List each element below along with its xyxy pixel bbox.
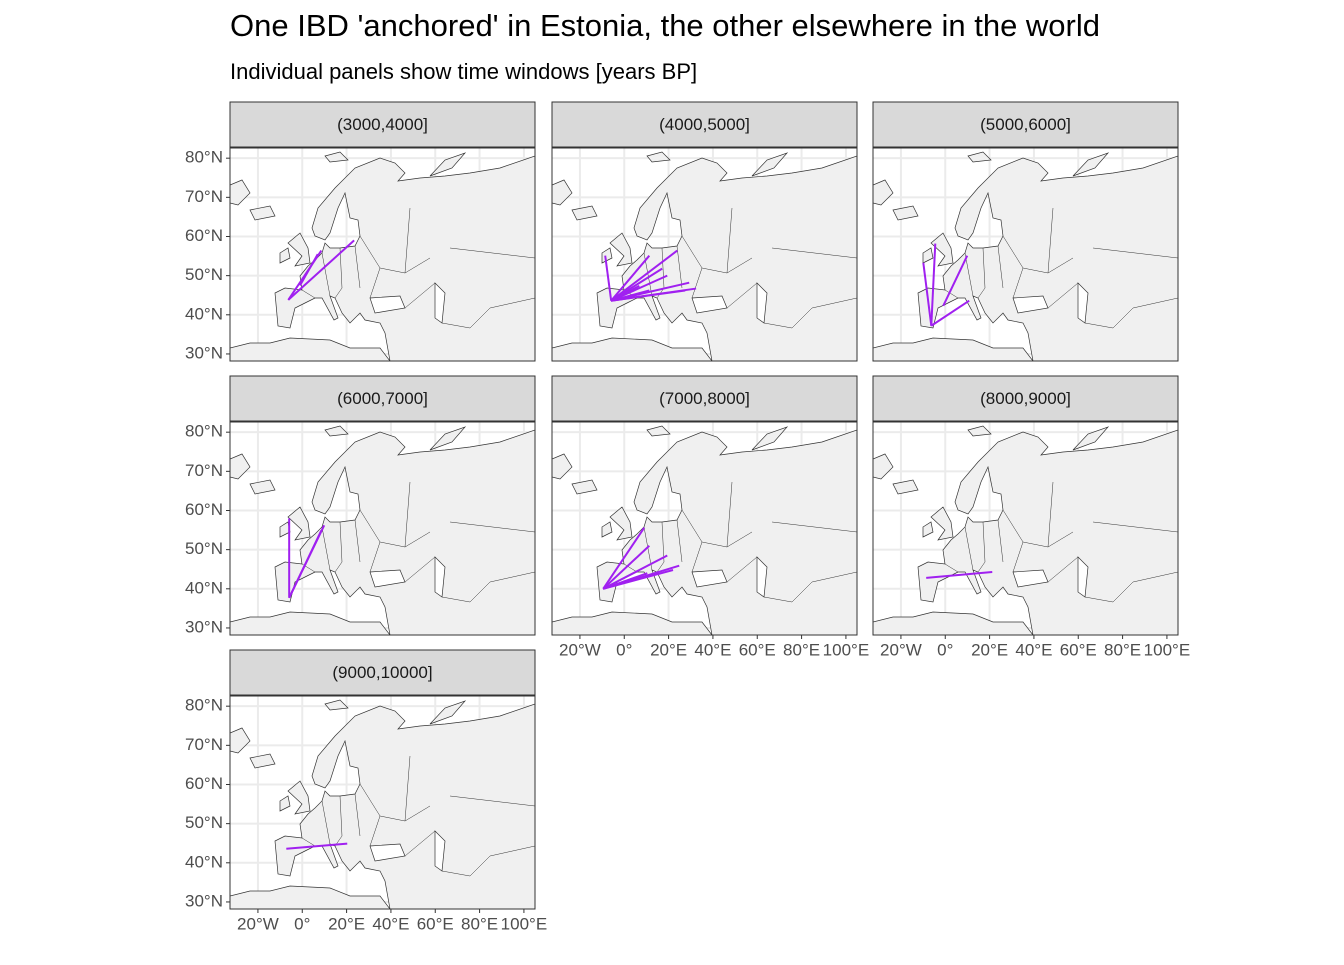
- chart-title: One IBD 'anchored' in Estonia, the other…: [230, 8, 1100, 43]
- ibd-segment: [930, 299, 970, 327]
- panel-border: [551, 421, 858, 636]
- strip-background: [551, 101, 858, 148]
- y-tick-label: 60°N: [185, 226, 223, 245]
- x-tick-label: 100°E: [823, 640, 870, 659]
- y-tick-label: 40°N: [185, 852, 223, 871]
- ibd-segment: [286, 842, 348, 850]
- strip-label: (9000,10000]: [332, 663, 432, 682]
- ibd-segment: [288, 530, 323, 599]
- y-tick-label: 70°N: [185, 187, 223, 206]
- y-tick-label: 50°N: [185, 813, 223, 832]
- y-tick-label: 40°N: [185, 578, 223, 597]
- ibd-segment: [926, 570, 993, 579]
- ibd-segment: [610, 249, 678, 302]
- y-tick-label: 50°N: [185, 265, 223, 284]
- strip-label: (8000,9000]: [980, 389, 1071, 408]
- panel-area: [230, 148, 535, 361]
- x-tick-label: 40°E: [372, 914, 409, 933]
- y-tick-label: 80°N: [185, 696, 223, 715]
- panel-border: [229, 421, 536, 636]
- strip-label: (7000,8000]: [659, 389, 750, 408]
- ibd-segment: [922, 262, 933, 326]
- facet-panel: (7000,8000] 20°W 0° 20°E 40°E 60°E 80°E 100°E: [551, 375, 870, 659]
- x-tick-label: 20°W: [559, 640, 601, 659]
- y-tick-label: 70°N: [185, 461, 223, 480]
- ibd-segment: [610, 284, 640, 302]
- x-tick-label: 20°E: [650, 640, 687, 659]
- x-tick-label: 0°: [937, 640, 953, 659]
- x-tick-label: 80°E: [1104, 640, 1141, 659]
- panel-area: [230, 696, 535, 909]
- x-tick-label: 20°E: [328, 914, 365, 933]
- panel-area: [230, 422, 535, 635]
- strip-label: (6000,7000]: [337, 389, 428, 408]
- y-tick-label: 30°N: [185, 343, 223, 362]
- y-tick-label: 30°N: [185, 617, 223, 636]
- x-tick-label: 100°E: [1144, 640, 1191, 659]
- panel-border: [872, 147, 1179, 362]
- y-tick-label: 30°N: [185, 891, 223, 910]
- y-tick-label: 70°N: [185, 735, 223, 754]
- strip-background: [872, 101, 1179, 148]
- x-tick-label: 20°E: [971, 640, 1008, 659]
- x-tick-label: 60°E: [417, 914, 454, 933]
- y-tick-label: 60°N: [185, 774, 223, 793]
- y-tick-label: 60°N: [185, 500, 223, 519]
- ibd-segment: [287, 239, 355, 301]
- chart-subtitle: Individual panels show time windows [yea…: [230, 59, 697, 84]
- strip-label: (4000,5000]: [659, 115, 750, 134]
- x-tick-label: 40°E: [1015, 640, 1052, 659]
- x-tick-label: 80°E: [783, 640, 820, 659]
- y-tick-label: 50°N: [185, 539, 223, 558]
- y-tick-label: 40°N: [185, 304, 223, 323]
- strip-background: [229, 649, 536, 696]
- panel-border: [229, 695, 536, 910]
- x-tick-label: 20°W: [880, 640, 922, 659]
- strip-background: [229, 375, 536, 422]
- panel-border: [872, 421, 1179, 636]
- x-tick-label: 60°E: [739, 640, 776, 659]
- panel-border: [551, 147, 858, 362]
- strip-background: [551, 375, 858, 422]
- y-tick-label: 80°N: [185, 148, 223, 167]
- ibd-segment: [602, 544, 650, 590]
- ibd-segment: [602, 527, 646, 590]
- ibd-segment: [602, 569, 674, 590]
- strip-background: [229, 101, 536, 148]
- x-tick-label: 40°E: [694, 640, 731, 659]
- ibd-segment: [610, 255, 651, 302]
- facet-panel: (5000,6000]: [872, 101, 1179, 362]
- ibd-segment: [299, 253, 319, 286]
- facet-panel: (4000,5000]: [551, 101, 858, 362]
- facet-panel: (8000,9000] 20°W 0° 20°E 40°E 60°E 80°E 100°E: [872, 375, 1191, 659]
- strip-label: (3000,4000]: [337, 115, 428, 134]
- strip-label: (5000,6000]: [980, 115, 1071, 134]
- x-tick-label: 60°E: [1060, 640, 1097, 659]
- ibd-segment: [942, 255, 969, 307]
- ibd-segment: [610, 289, 650, 302]
- panel-border: [229, 147, 536, 362]
- y-tick-label: 80°N: [185, 422, 223, 441]
- ibd-segment: [602, 554, 668, 590]
- facet-panel: (9000,10000] 30°N 40°N 50°N 60°N 70°N 80°N 20°W…: [185, 649, 548, 933]
- x-tick-label: 100°E: [501, 914, 548, 933]
- ibd-segment: [611, 289, 686, 302]
- panel-area: [873, 148, 1178, 361]
- panel-area: [552, 422, 857, 635]
- ibd-segment: [930, 243, 937, 326]
- panel-area: [873, 422, 1178, 635]
- x-tick-label: 80°E: [461, 914, 498, 933]
- ibd-segment: [604, 255, 613, 301]
- x-tick-label: 0°: [616, 640, 632, 659]
- strip-background: [872, 375, 1179, 422]
- facet-panel: (6000,7000] 30°N 40°N 50°N 60°N 70°N 80°N: [185, 375, 536, 636]
- panel-area: [552, 148, 857, 361]
- x-tick-label: 0°: [294, 914, 310, 933]
- x-tick-label: 20°W: [237, 914, 279, 933]
- facet-panel: (3000,4000] 30°N 40°N 50°N 60°N 70°N 80°N: [185, 101, 536, 362]
